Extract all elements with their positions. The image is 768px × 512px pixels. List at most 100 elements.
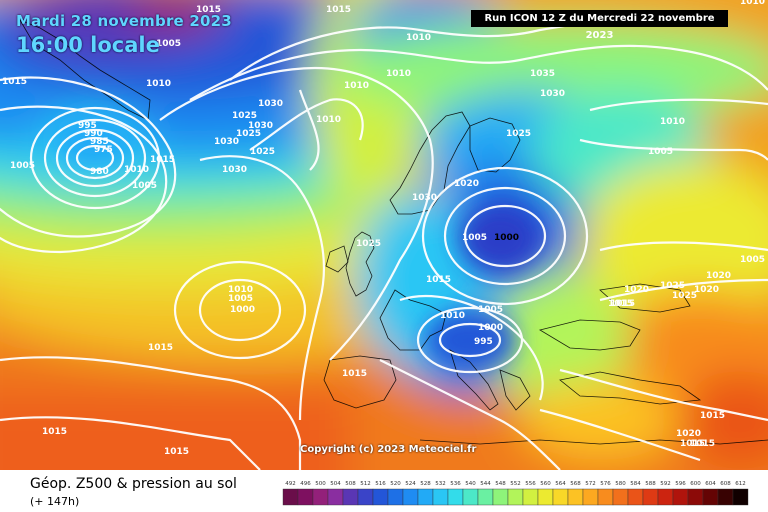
colorbar-swatch [402, 488, 419, 506]
isobar-label: 1005 [10, 161, 35, 171]
isobar-label: 1000 [494, 233, 519, 243]
colorbar-tick: 516 [375, 481, 386, 487]
colorbar-swatch [687, 488, 704, 506]
colorbar-swatch [372, 488, 389, 506]
isobar-label: 1015 [680, 439, 705, 449]
colorbar-tick: 504 [330, 481, 341, 487]
isobar-label: 1030 [412, 193, 437, 203]
map-title: Géop. Z500 & pression au sol [30, 476, 237, 492]
isobar-label: 1015 [690, 439, 715, 449]
isobar-label: 1030 [258, 99, 283, 109]
colorbar-tick: 592 [660, 481, 671, 487]
copyright-label: Copyright (c) 2023 Meteociel.fr [300, 444, 477, 455]
colorbar-tick: 552 [510, 481, 521, 487]
colorbar-tick: 564 [555, 481, 566, 487]
colorbar-swatch [432, 488, 449, 506]
colorbar-tick: 556 [525, 481, 536, 487]
colorbar-swatch [552, 488, 569, 506]
isobar-label: 1025 [506, 129, 531, 139]
isobar-label: 1015 [148, 343, 173, 353]
colorbar-tick: 528 [420, 481, 431, 487]
isobar-label: 1010 [660, 117, 685, 127]
isobar-label: 1010 [406, 33, 431, 43]
coastlines [19, 19, 768, 445]
colorbar-tick: 544 [480, 481, 491, 487]
colorbar-tick: 612 [735, 481, 746, 487]
colorbar-swatch [582, 488, 599, 506]
colorbar-tick: 508 [345, 481, 356, 487]
isobar-label: 1015 [2, 77, 27, 87]
isobar-label: 1015 [150, 155, 175, 165]
isobar-label: 985 [90, 137, 109, 147]
colorbar-swatch [342, 488, 359, 506]
colorbar-tick: 580 [615, 481, 626, 487]
colorbar-tick: 604 [705, 481, 716, 487]
colorbar-swatch [522, 488, 539, 506]
colorbar-tick: 524 [405, 481, 416, 487]
isobar-label: 1030 [222, 165, 247, 175]
isobar-label: 1005 [132, 181, 157, 191]
colorbar-tick: 576 [600, 481, 611, 487]
colorbar-tick: 520 [390, 481, 401, 487]
isobar-label: 1010 [740, 0, 765, 7]
isobar-label: 1020 [454, 179, 479, 189]
colorbar-tick: 584 [630, 481, 641, 487]
isobar-label: 1015 [342, 369, 367, 379]
colorbar-swatch [627, 488, 644, 506]
isobar-label: 1010 [440, 311, 465, 321]
forecast-date: Mardi 28 novembre 2023 [16, 12, 232, 30]
colorbar-tick: 536 [450, 481, 461, 487]
isobar-label: 1025 [250, 147, 275, 157]
isobar-label: 1035 [530, 69, 555, 79]
isobar-label: 1005 [648, 147, 673, 157]
colorbar-tick: 548 [495, 481, 506, 487]
weather-map: 1015 1005 1010 1005 1015 1010 995 990 98… [0, 0, 768, 470]
isobar-label: 1015 [610, 299, 635, 309]
colorbar-tick: 540 [465, 481, 476, 487]
colorbar-tick: 568 [570, 481, 581, 487]
colorbar-swatch [657, 488, 674, 506]
colorbar-swatch [732, 488, 749, 506]
isobar-label: 1005 [228, 294, 253, 304]
colorbar-swatch [282, 488, 299, 506]
isobar-label: 1010 [316, 115, 341, 125]
isobar-label: 1010 [124, 165, 149, 175]
isobar-label: 1020 [676, 429, 701, 439]
z500-field: 1015 1005 1010 1005 1015 1010 995 990 98… [0, 0, 768, 470]
isobar-label: 1005 [156, 39, 181, 49]
isobar-label: 1015 [426, 275, 451, 285]
colorbar-swatch [447, 488, 464, 506]
isobar-label: 990 [84, 129, 103, 139]
colorbar-swatch [717, 488, 734, 506]
colorbar-swatch [312, 488, 329, 506]
colorbar-swatch [387, 488, 404, 506]
colorbar-swatch [672, 488, 689, 506]
isobar-label: 1005 [740, 255, 765, 265]
isobar-label: 1015 [326, 5, 351, 15]
colorbar-swatch [492, 488, 509, 506]
colorbar-swatch [597, 488, 614, 506]
isobar-labels: 1015 1005 1010 1005 1015 1010 995 990 98… [2, 0, 765, 457]
isobar-label: 1020 [624, 285, 649, 295]
colorbar-swatch [567, 488, 584, 506]
isobar-label: 1005 [478, 305, 503, 315]
isobar-label: 1010 [344, 81, 369, 91]
colorbar-tick: 512 [360, 481, 371, 487]
colorbar-tick: 588 [645, 481, 656, 487]
colorbar-tick: 560 [540, 481, 551, 487]
isobar-label: 1025 [660, 281, 685, 291]
isobar-label: 1015 [700, 411, 725, 421]
colorbar-tick: 532 [435, 481, 446, 487]
isobar-label: 1000 [230, 305, 255, 315]
colorbar-swatch [477, 488, 494, 506]
colorbar-tick: 596 [675, 481, 686, 487]
isobar-label: 1010 [228, 285, 253, 295]
colorbar-tick: 572 [585, 481, 596, 487]
isobar-label: 975 [94, 145, 113, 155]
isobar-label: 1025 [232, 111, 257, 121]
colorbar-tick: 500 [315, 481, 326, 487]
colorbar-swatch [702, 488, 719, 506]
colorbar-swatch [507, 488, 524, 506]
colorbar-swatch [327, 488, 344, 506]
colorbar-tick: 496 [300, 481, 311, 487]
